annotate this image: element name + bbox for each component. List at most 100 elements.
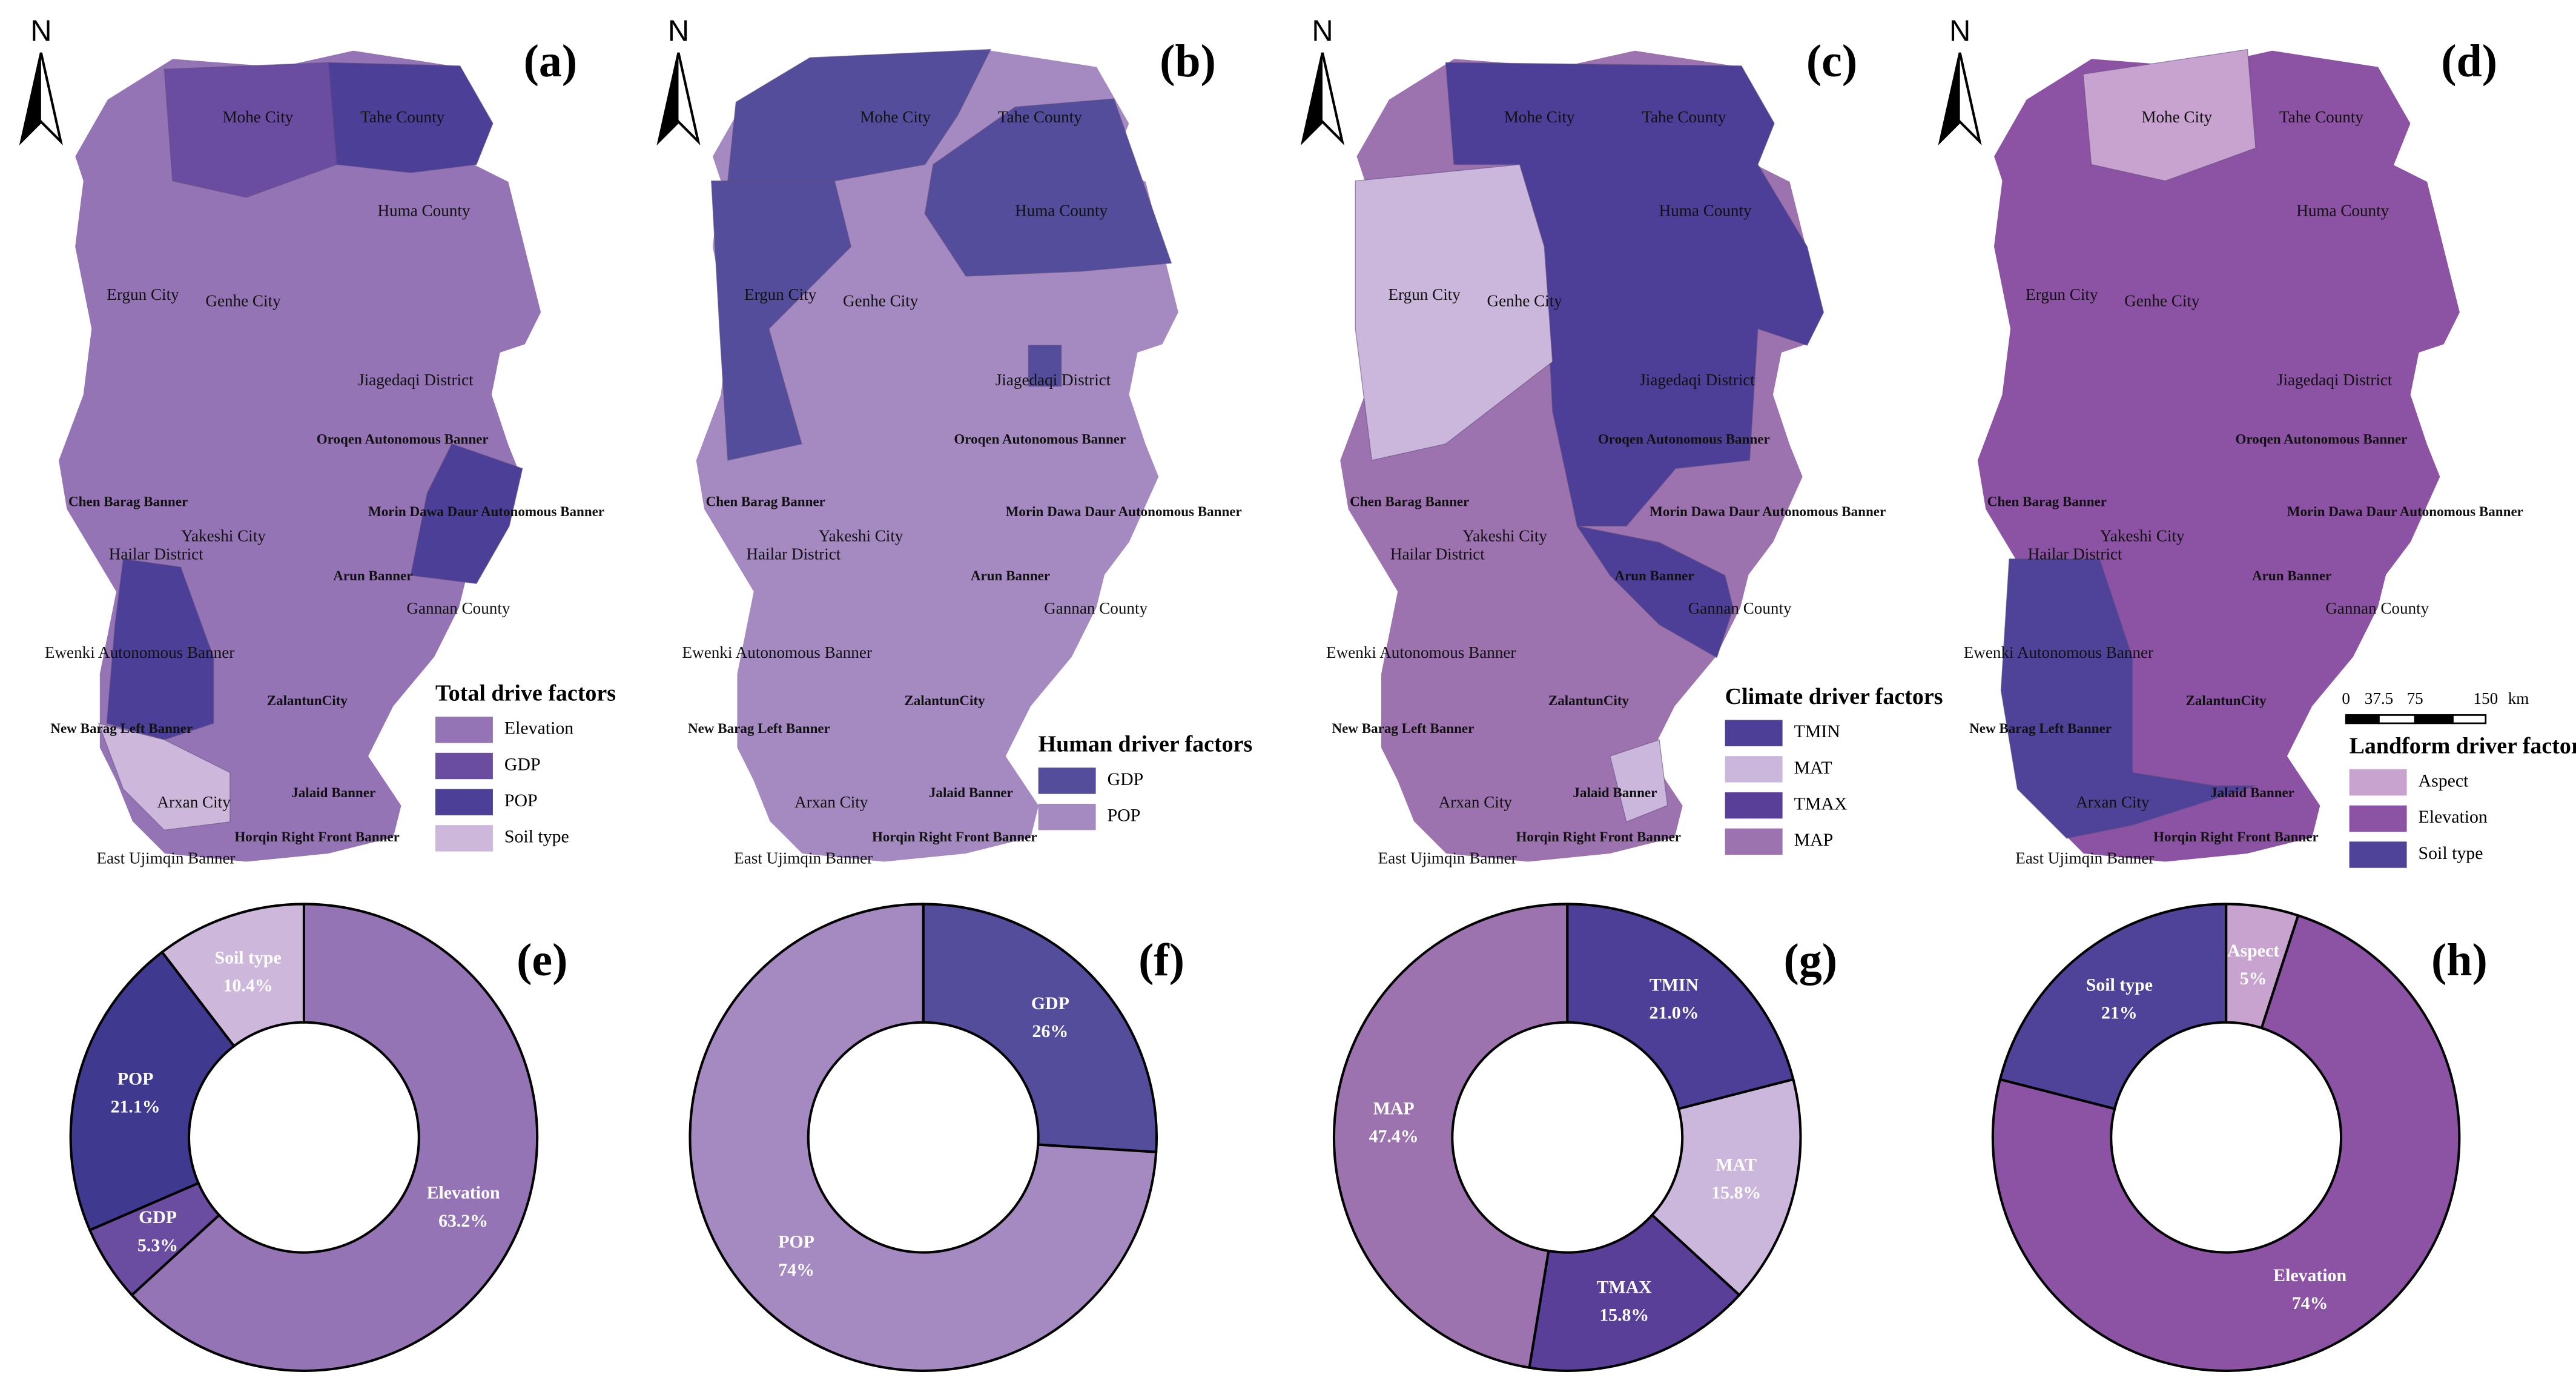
region-label: ZalantunCity [1548,692,1630,708]
panel-letter: (d) [2441,36,2497,87]
region-label: East Ujimqin Banner [1378,849,1517,867]
legend-swatch [1725,828,1783,855]
region-label: Hailar District [109,545,203,563]
segment-label: Soil type [215,947,282,967]
region-label: ZalantunCity [267,692,348,708]
region-label: Jalaid Banner [929,784,1013,800]
legend-swatch [2349,805,2407,832]
segment-value: 21.0% [1649,1003,1699,1023]
map-region [163,62,337,198]
region-label: Jiagedaqi District [2277,371,2393,389]
region-label: Mohe City [860,108,931,126]
region-label: Tahe County [360,108,444,126]
region-label: Arxan City [1439,793,1513,811]
map-region [1609,739,1668,823]
legend-label: Soil type [504,827,569,847]
legend-label: TMIN [1794,721,1840,741]
legend-title: Human driver factors [1039,732,1253,757]
legend-swatch [1038,803,1096,830]
region-label: Huma County [2296,201,2389,219]
north-label: N [668,15,689,47]
panel-letter: (g) [1783,935,1837,986]
segment-value: 21.1% [111,1097,160,1117]
region-label: Genhe City [1487,292,1563,310]
segment-label: Soil type [2086,975,2153,995]
legend-label: MAT [1794,758,1832,778]
legend-swatch [2349,769,2407,796]
donut-segment [130,903,539,1372]
map-region [97,723,231,831]
panel-letter: (b) [1160,36,1216,87]
region-label: Jiagedaqi District [1639,371,1755,389]
donut-segment [689,903,1158,1372]
region-label: Jiagedaqi District [996,371,1111,389]
legend-swatch [435,717,493,743]
region-label: Tahe County [998,108,1082,126]
region-label: Ewenki Autonomous Banner [682,643,872,661]
region-label: Genhe City [205,292,281,310]
north-label: N [1312,15,1333,47]
region-label: Morin Dawa Daur Autonomous Banner [368,503,604,519]
map-region [328,62,494,173]
segment-value: 10.4% [223,976,273,996]
region-label: Ewenki Autonomous Banner [1964,643,2153,661]
donut-segment [1650,1078,1802,1297]
region-label: ZalantunCity [2186,692,2267,708]
region-label: Hailar District [2028,545,2122,563]
segment-value: 5.3% [137,1235,178,1255]
region-label: New Barag Left Banner [1969,720,2112,736]
legend-label: Aspect [2419,771,2469,791]
region-label: Horqin Right Front Banner [234,829,400,844]
donut-segment [1991,913,2461,1372]
region-label: Oroqen Autonomous Banner [2236,431,2408,447]
region-label: Arxan City [2076,793,2150,811]
region-label: Yakeshi City [1462,527,1547,545]
region-label: Horqin Right Front Banner [872,829,1037,844]
donut-segment [1566,903,1795,1110]
region-label: Gannan County [2325,599,2429,617]
map-region [2082,48,2256,182]
segment-value: 47.4% [1369,1126,1419,1146]
region-label: Huma County [1659,201,1752,219]
segment-label: MAP [1373,1098,1415,1118]
region-label: Tahe County [1642,108,1726,126]
legend-swatch [1038,767,1096,794]
region-label: Oroqen Autonomous Banner [1598,431,1770,447]
map-region [924,98,1172,277]
legend-label: Elevation [2419,807,2488,827]
scale-label: 0 [2342,689,2350,708]
region-label: Tahe County [2279,108,2363,126]
legend-label: POP [1108,805,1141,825]
donut-segment [1333,903,1569,1370]
map-region [1355,164,1553,461]
map-region [106,558,214,740]
segment-value: 26% [1032,1021,1069,1041]
region-label: Gannan County [406,599,510,617]
region-label: East Ujimqin Banner [734,849,873,867]
region-label: Hailar District [1390,545,1485,563]
map-region [1576,525,1734,658]
panel-letter: (a) [524,36,578,87]
region-label: Hailar District [746,545,841,563]
scale-bar [2378,714,2416,724]
segment-label: MAT [1716,1155,1757,1175]
region-label: Morin Dawa Daur Autonomous Banner [1006,503,1242,519]
region-label: Mohe City [223,108,294,126]
region-label: Horqin Right Front Banner [1516,829,1681,844]
segment-label: TMAX [1597,1278,1653,1298]
scale-bar [2414,714,2454,724]
legend-swatch [2349,841,2407,868]
region-label: Chen Barag Banner [706,494,825,509]
region-label: East Ujimqin Banner [2015,849,2154,867]
legend-label: GDP [1108,769,1144,789]
map-region [410,443,523,585]
scale-label: 150 [2473,689,2498,708]
legend-title: Landform driver factors [2350,733,2576,758]
scale-bar [2345,714,2380,724]
legend-swatch [1725,756,1783,783]
north-arrow-half [21,53,41,142]
panel-letter: (f) [1138,935,1184,986]
region-label: Arxan City [794,793,868,811]
